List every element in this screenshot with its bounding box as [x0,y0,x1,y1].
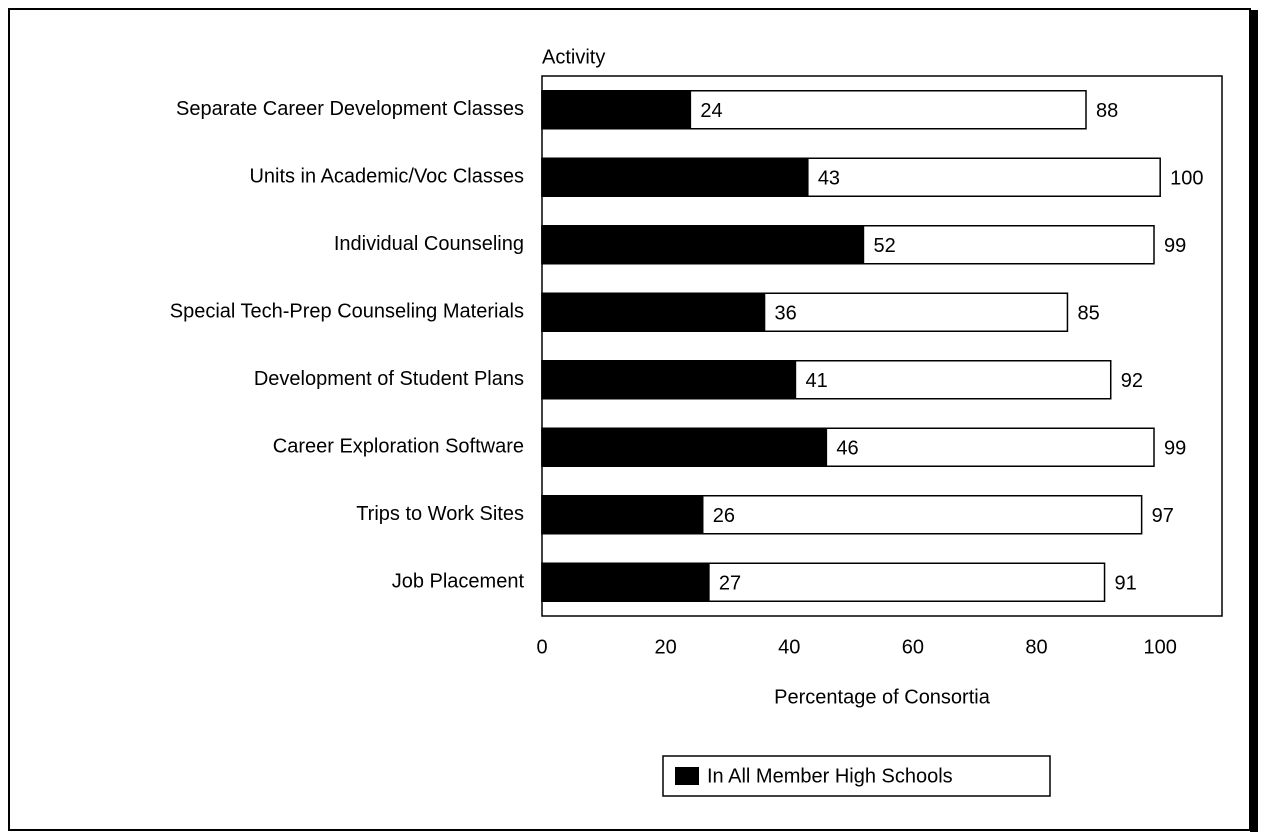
x-tick-label: 60 [902,636,924,658]
value-label: 85 [1077,303,1099,325]
bar [541,225,865,265]
x-tick-label: 40 [778,636,800,658]
y-tick-label: Separate Career Development Classes [176,98,524,120]
y-tick-label: Units in Academic/Voc Classes [249,166,524,188]
legend-box [662,755,1051,797]
legend-label: In All Member High Schools [707,765,953,787]
value-label: 27 [719,573,741,595]
y-axis-title: Activity [542,46,605,68]
y-tick-label: Special Tech-Prep Counseling Materials [170,301,524,323]
plot-area [541,75,1223,617]
value-label: 91 [1115,573,1137,595]
value-label: 26 [713,505,735,527]
value-label: 99 [1164,235,1186,257]
y-tick-label: Individual Counseling [334,233,524,255]
value-label: 41 [805,370,827,392]
bar [541,495,704,535]
bar [541,360,797,400]
x-tick-label: 0 [536,636,547,658]
value-label: 99 [1164,438,1186,460]
y-tick-label: Trips to Work Sites [356,503,524,525]
bar [541,90,692,130]
x-axis-title: Percentage of Consortia [774,686,991,708]
y-tick-label: Development of Student Plans [254,368,524,390]
value-label: 43 [818,168,840,190]
bar [541,562,710,602]
value-label: 36 [775,303,797,325]
value-label: 24 [700,100,722,122]
bar [541,427,828,467]
value-label: 100 [1170,168,1203,190]
x-tick-label: 20 [655,636,677,658]
y-tick-label: Career Exploration Software [273,436,524,458]
value-label: 88 [1096,100,1118,122]
value-label: 92 [1121,370,1143,392]
x-tick-label: 80 [1025,636,1047,658]
bar [541,292,766,332]
value-label: 52 [873,235,895,257]
y-tick-label: Job Placement [392,571,525,593]
legend-swatch [675,767,699,785]
frame-shadow [1250,10,1258,832]
x-tick-label: 100 [1143,636,1176,658]
bar [541,157,809,197]
value-label: 46 [836,438,858,460]
value-label: 97 [1152,505,1174,527]
